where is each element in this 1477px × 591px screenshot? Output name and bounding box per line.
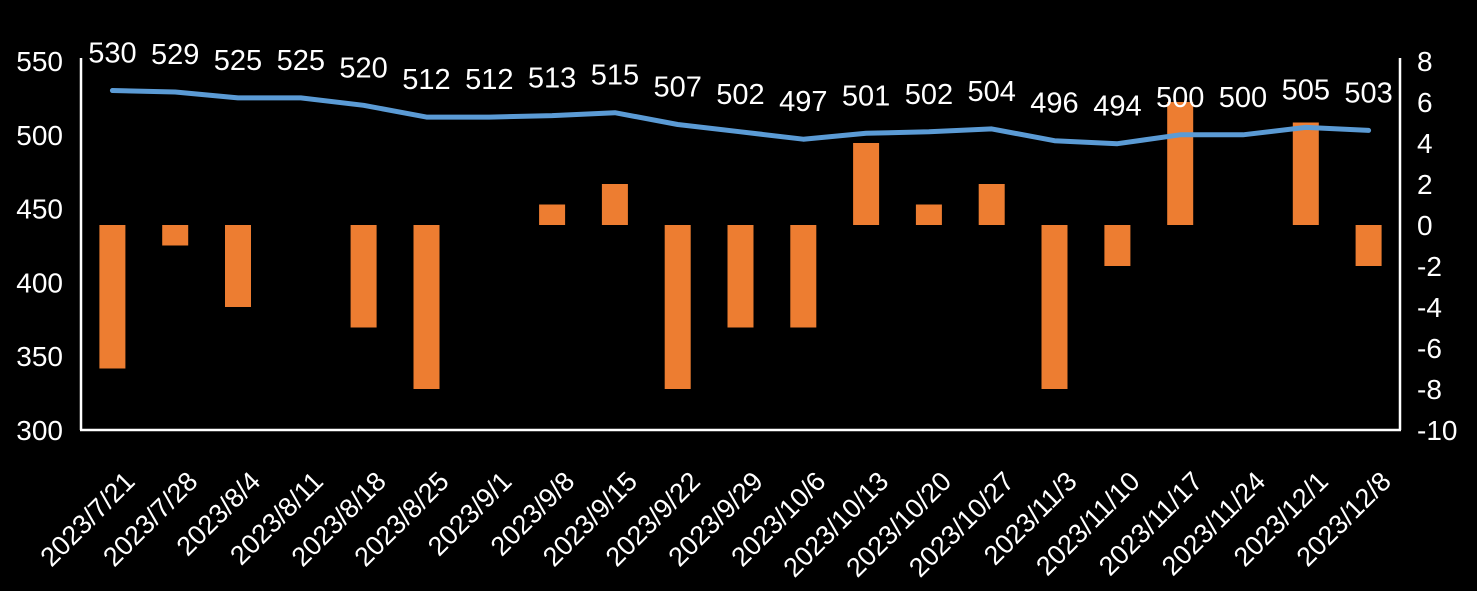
bar-2023/11/3 bbox=[1041, 225, 1068, 389]
data-label-2023/9/1: 512 bbox=[465, 64, 513, 96]
data-label-2023/11/10: 494 bbox=[1093, 91, 1141, 123]
data-label-2023/8/25: 512 bbox=[402, 64, 450, 96]
right-axis-tick-label: -2 bbox=[1417, 251, 1442, 282]
right-axis-tick-label: -10 bbox=[1417, 415, 1457, 446]
data-label-2023/7/21: 530 bbox=[88, 38, 136, 70]
right-axis-tick-label: -8 bbox=[1417, 374, 1442, 405]
bar-2023/10/20 bbox=[915, 204, 942, 225]
right-axis-tick-label: 6 bbox=[1417, 87, 1433, 118]
data-label-2023/8/4: 525 bbox=[214, 45, 262, 77]
data-label-2023/12/8: 503 bbox=[1344, 77, 1392, 109]
data-label-2023/11/24: 500 bbox=[1219, 82, 1267, 114]
right-axis-tick-label: 0 bbox=[1417, 210, 1433, 241]
data-label-2023/9/15: 515 bbox=[591, 60, 639, 92]
bar-2023/8/18 bbox=[350, 225, 377, 328]
bar-2023/7/21 bbox=[99, 225, 126, 369]
bar-2023/12/8 bbox=[1355, 225, 1382, 266]
data-label-2023/9/8: 513 bbox=[528, 63, 576, 95]
right-axis-tick-label: 4 bbox=[1417, 128, 1433, 159]
bar-2023/8/25 bbox=[413, 225, 440, 389]
bar-2023/10/6 bbox=[790, 225, 817, 328]
data-label-2023/8/18: 520 bbox=[339, 52, 387, 84]
left-axis-tick-label: 350 bbox=[16, 341, 63, 372]
bar-2023/9/22 bbox=[664, 225, 691, 389]
data-label-2023/10/20: 502 bbox=[905, 79, 953, 111]
left-axis-tick-label: 450 bbox=[16, 194, 63, 225]
bar-2023/11/17 bbox=[1167, 102, 1194, 225]
bar-2023/11/10 bbox=[1104, 225, 1131, 266]
data-label-2023/10/27: 504 bbox=[968, 76, 1016, 108]
data-label-2023/10/13: 501 bbox=[842, 80, 890, 112]
bar-2023/12/1 bbox=[1292, 122, 1319, 225]
bar-2023/9/8 bbox=[539, 204, 566, 225]
left-axis-tick-label: 400 bbox=[16, 267, 63, 298]
data-label-2023/11/17: 500 bbox=[1156, 82, 1204, 114]
bar-2023/10/13 bbox=[853, 143, 880, 225]
data-label-2023/10/6: 497 bbox=[779, 86, 827, 118]
right-axis-tick-label: -6 bbox=[1417, 333, 1442, 364]
data-label-2023/8/11: 525 bbox=[277, 45, 325, 77]
right-axis-tick-label: 8 bbox=[1417, 46, 1433, 77]
line-series bbox=[109, 88, 1372, 147]
right-axis-tick-label: 2 bbox=[1417, 169, 1433, 200]
bar-2023/7/28 bbox=[162, 225, 189, 246]
bar-2023/9/15 bbox=[601, 184, 628, 225]
data-label-2023/7/28: 529 bbox=[151, 39, 199, 71]
data-label-2023/9/22: 507 bbox=[654, 72, 702, 104]
data-label-2023/9/29: 502 bbox=[716, 79, 764, 111]
bar-2023/10/27 bbox=[978, 184, 1005, 225]
left-axis-tick-label: 300 bbox=[16, 415, 63, 446]
bar-2023/9/29 bbox=[727, 225, 754, 328]
left-axis-tick-label: 500 bbox=[16, 120, 63, 151]
bar-2023/8/4 bbox=[225, 225, 251, 307]
data-label-2023/11/3: 496 bbox=[1030, 88, 1078, 120]
right-axis-tick-label: -4 bbox=[1417, 292, 1442, 323]
left-axis-tick-label: 550 bbox=[16, 46, 63, 77]
data-label-2023/12/1: 505 bbox=[1282, 74, 1330, 106]
